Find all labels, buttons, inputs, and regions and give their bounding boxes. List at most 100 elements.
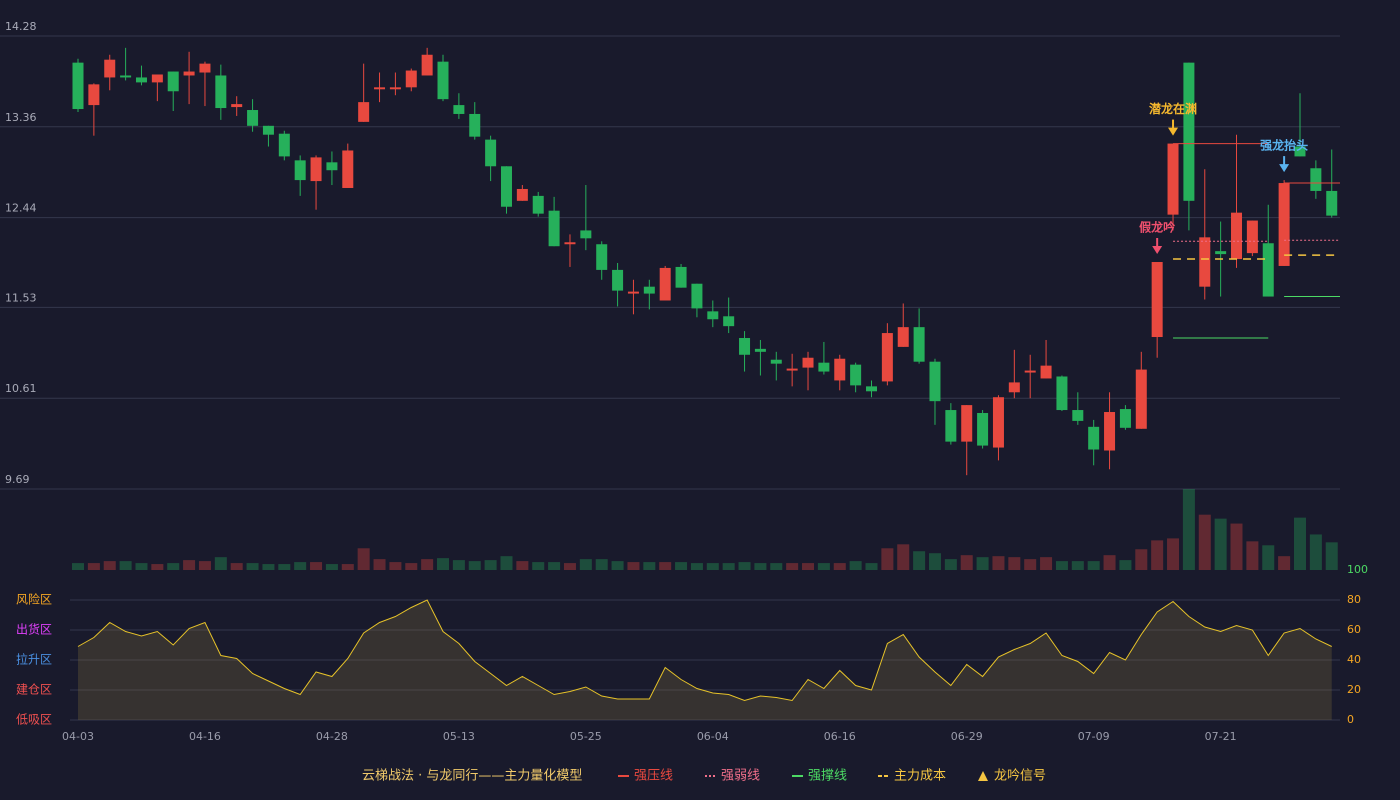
volume-bar	[1008, 557, 1021, 570]
candle-body	[1231, 212, 1243, 260]
candle-body	[199, 63, 211, 73]
candle-body	[691, 283, 703, 309]
candle-body	[231, 104, 243, 108]
volume-bar	[579, 559, 592, 570]
candle-body	[405, 70, 417, 88]
candle-body	[707, 311, 719, 320]
volume-bar	[1167, 538, 1180, 570]
volume-bar	[452, 560, 465, 570]
candle-body	[151, 74, 163, 83]
volume-bar	[151, 564, 164, 570]
volume-bar	[833, 563, 846, 570]
volume-bar	[198, 561, 211, 570]
volume-bar	[500, 556, 513, 570]
candle-body	[675, 266, 687, 288]
candle-body	[723, 316, 735, 327]
volume-bar	[484, 560, 497, 570]
volume-bar	[1262, 545, 1275, 570]
candle-body	[278, 133, 290, 157]
legend-label: 强撑线	[808, 769, 847, 784]
candle-body	[183, 71, 195, 76]
candle-body	[770, 359, 782, 364]
volume-bar	[817, 563, 830, 570]
y-tick-label: 13.36	[5, 111, 37, 124]
volume-bar	[262, 564, 275, 570]
candle-body	[389, 87, 401, 90]
candle-body	[548, 210, 560, 247]
candle-body	[120, 75, 132, 78]
legend-label: 主力成本	[894, 769, 946, 784]
zone-label: 低吸区	[16, 713, 52, 727]
candle-body	[310, 157, 322, 182]
volume-bar	[786, 563, 799, 570]
volume-bar	[865, 563, 878, 570]
candle-body	[612, 269, 624, 291]
volume-bar	[1087, 561, 1100, 570]
candle-body	[881, 333, 893, 382]
x-tick-label: 06-16	[824, 730, 856, 743]
volume-bar	[754, 563, 767, 570]
candle-body	[437, 61, 449, 100]
y-tick-label: 0	[1347, 713, 1354, 726]
volume-bar	[1071, 561, 1084, 570]
volume-bar	[992, 556, 1005, 570]
zone-label: 拉升区	[16, 652, 52, 667]
candle-body	[104, 59, 116, 78]
oscillator-area	[78, 600, 1332, 720]
signal-label: 强龙抬头	[1260, 138, 1308, 153]
volume-bar	[183, 560, 196, 570]
candle-body	[977, 413, 989, 446]
candle-body	[247, 110, 259, 126]
zone-label: 风险区	[16, 592, 52, 607]
y-tick-label: 10.61	[5, 382, 37, 395]
legend-label: 强弱线	[721, 769, 760, 784]
x-tick-label: 04-28	[316, 730, 348, 743]
candle-body	[358, 102, 370, 122]
volume-bar	[278, 564, 291, 570]
volume-bar	[913, 551, 926, 570]
volume-bar	[72, 563, 84, 570]
candle-body	[1215, 251, 1227, 255]
volume-bar	[1246, 541, 1259, 570]
candle-body	[167, 71, 179, 92]
candle-body	[564, 242, 576, 245]
signal-arrow-head	[1152, 246, 1163, 255]
candle-body	[961, 405, 973, 442]
candle-body	[1056, 376, 1068, 411]
volume-bar	[1278, 556, 1291, 570]
candle-body	[866, 386, 877, 392]
candle-body	[1278, 183, 1290, 266]
volume-bar	[1151, 540, 1164, 570]
candle-body	[580, 230, 592, 239]
volume-bar	[421, 559, 434, 570]
signal-label: 假龙吟	[1139, 220, 1175, 235]
volume-bar	[103, 561, 116, 570]
volume-bar	[1040, 557, 1053, 570]
candle-body	[485, 139, 497, 167]
candle-body	[532, 195, 544, 214]
candle-body	[88, 84, 100, 106]
volume-bar	[611, 561, 624, 570]
volume-bar	[849, 561, 862, 570]
volume-bar	[595, 559, 608, 570]
candle-body	[1119, 409, 1131, 428]
candle-body	[1040, 365, 1052, 379]
y-tick-label: 60	[1347, 623, 1361, 636]
volume-bar	[135, 563, 148, 570]
legend-label: 强压线	[634, 769, 673, 784]
candle-body	[1072, 410, 1084, 421]
y-tick-label: 14.28	[5, 20, 37, 33]
candle-body	[802, 357, 814, 368]
candle-body	[596, 244, 608, 270]
x-tick-label: 04-03	[62, 730, 94, 743]
oscillator-line	[77, 599, 1332, 702]
volume-bar	[373, 559, 386, 570]
volume-bar	[1325, 542, 1338, 570]
volume-bar	[722, 563, 735, 570]
candle-body	[1294, 146, 1306, 157]
candle-body	[913, 327, 925, 362]
volume-bar	[405, 563, 418, 570]
candle-body	[326, 162, 338, 171]
